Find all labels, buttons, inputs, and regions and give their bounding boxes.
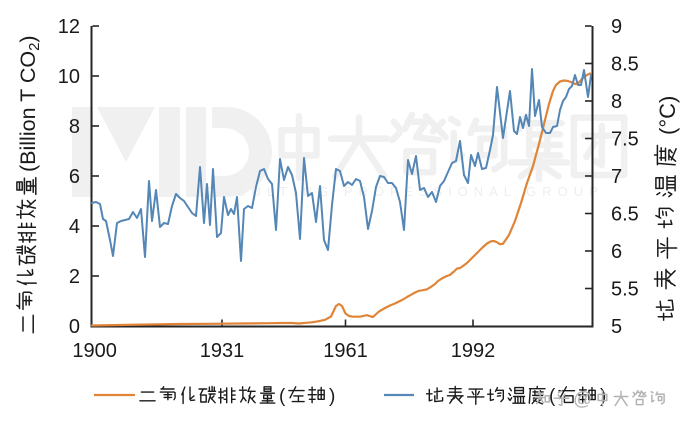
svg-text:1931: 1931	[200, 340, 245, 362]
svg-text:7: 7	[611, 166, 622, 188]
svg-text:5.5: 5.5	[611, 279, 639, 301]
svg-text:5: 5	[611, 316, 622, 338]
svg-text:8: 8	[69, 116, 80, 138]
svg-text:1900: 1900	[72, 340, 117, 362]
svg-text:(Billion T CO2): (Billion T CO2)	[16, 35, 43, 172]
svg-text:2: 2	[69, 266, 80, 288]
svg-text:8: 8	[611, 91, 622, 113]
svg-text:1961: 1961	[323, 340, 368, 362]
svg-text:6.5: 6.5	[611, 204, 639, 226]
svg-text:1992: 1992	[451, 340, 496, 362]
svg-text:CONSULTING PROFESSIONAL GROUP: CONSULTING PROFESSIONAL GROUP	[190, 184, 604, 199]
svg-text:): )	[329, 386, 335, 407]
svg-text:6: 6	[611, 241, 622, 263]
svg-text:9: 9	[611, 16, 622, 38]
svg-text:(°C): (°C)	[655, 96, 680, 135]
svg-text:10: 10	[58, 66, 80, 88]
svg-text:4: 4	[69, 216, 80, 238]
svg-text:0: 0	[69, 316, 80, 338]
svg-text:6: 6	[69, 166, 80, 188]
svg-text:12: 12	[58, 16, 80, 38]
svg-text:(: (	[279, 386, 286, 407]
svg-text:7.5: 7.5	[611, 129, 639, 151]
svg-text:@: @	[573, 389, 592, 410]
svg-text:(: (	[549, 386, 556, 407]
svg-text:8.5: 8.5	[611, 54, 639, 76]
